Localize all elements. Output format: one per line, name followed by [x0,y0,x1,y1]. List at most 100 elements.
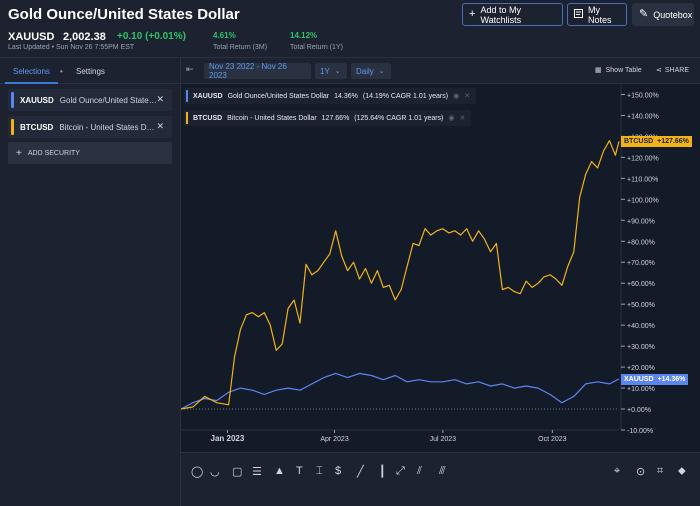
security-item-btcusd[interactable]: BTCUSD Bitcoin - United States Dollar ✕ [8,116,172,138]
legend-name: Bitcoin - United States Dollar [227,114,317,122]
cursor-tool-icon[interactable]: ⌶ [316,465,323,477]
x-tick-label: Jul 2023 [430,436,457,443]
pencil-icon: ✎ [639,8,649,20]
x-tick-label: Apr 2023 [320,436,349,443]
crop-icon[interactable]: ⌗ [657,465,664,477]
sidebar: Selections • Settings XAUUSD Gold Ounce/… [0,58,181,506]
legend-cagr: (14.19% CAGR 1.01 years) [362,92,449,100]
series-color-swatch [11,92,14,108]
current-price: 2,002.38 [63,31,106,43]
quotebox-label: Quotebox [653,9,693,20]
share-icon: ⋖ [656,67,662,74]
crosshair-icon[interactable]: ⌖ [614,465,621,477]
legend-cagr: (125.64% CAGR 1.01 years) [354,114,444,122]
y-tick-label: +0.00% [627,407,651,414]
remove-security-icon[interactable]: ✕ [156,121,164,131]
share-label: SHARE [664,66,689,74]
parallel-channel-tool-icon[interactable]: ⫻ [439,465,446,477]
quotebox-button[interactable]: ✎ Quotebox [632,3,694,26]
chevron-down-icon: ⌄ [378,68,385,75]
legend-name: Gold Ounce/United States Dollar [227,92,330,100]
x-tick-label: Jan 2023 [211,434,245,443]
y-tick-label: +80.00% [627,239,655,246]
notes-label: My Notes [588,4,612,25]
close-icon[interactable]: ✕ [459,115,466,122]
security-name: Bitcoin - United States Dollar [59,122,158,132]
magnet-icon[interactable]: ⊙ [636,466,646,478]
tab-settings[interactable]: Settings [76,67,105,76]
legend-row-btcusd[interactable]: BTCUSD Bitcoin - United States Dollar 12… [184,110,472,126]
performance-chart[interactable]: +150.00%+140.00%+130.00%+120.00%+110.00%… [181,84,700,452]
y-tick-label: +30.00% [627,344,655,351]
arrow-tool-icon[interactable]: ▲ [274,465,285,477]
legend-row-xauusd[interactable]: XAUUSD Gold Ounce/United States Dollar 1… [184,88,477,104]
tab-separator: • [60,67,63,76]
legend-return: 14.36% [334,92,358,100]
series-line-btcusd [181,139,620,410]
rectangle-tool-icon[interactable]: ▢ [232,466,243,478]
price-change: +0.10 (+0.01%) [117,31,186,42]
interval-label: Daily [356,66,374,76]
tab-selections[interactable]: Selections [5,67,58,84]
badge-symbol: XAUUSD [624,375,654,383]
badge-symbol: BTCUSD [624,138,654,146]
interval-dropdown[interactable]: Daily ⌄ [351,63,391,79]
return-3m-label: Total Return (3M) [213,44,268,51]
drawing-toolbar: ◯ ◡ ▢ ☰ ▲ T ⌶ $ ╱ ┃ ⤢ ⫽ ⫻ ⌖ ⊙ ⌗ ⬥ [181,452,700,506]
line-tool-icon[interactable]: ╱ [357,466,364,478]
plus-icon: + [16,147,22,159]
share-button[interactable]: ⋖ SHARE [656,66,689,75]
circle-tool-icon[interactable]: ◯ [191,466,204,478]
collapse-sidebar-icon[interactable]: ⇤ [186,64,194,74]
y-tick-label: +50.00% [627,302,655,309]
chevron-down-icon: ⌄ [334,68,341,75]
y-tick-label: +110.00% [627,176,658,183]
header: Gold Ounce/United States Dollar XAUUSD 2… [0,0,700,58]
y-tick-label: +120.00% [627,155,659,162]
table-icon: ▦ [595,67,602,74]
date-range-button[interactable]: Nov 23 2022 - Nov 26 2023 [204,62,311,80]
y-tick-label: +150.00% [627,92,659,99]
ticker-symbol: XAUUSD [8,31,55,43]
y-tick-label: +140.00% [627,113,659,120]
return-1y-value: 14.12% [290,31,318,40]
parallel-tool-icon[interactable]: ⫽ [417,465,422,477]
text-tool-icon[interactable]: T [296,465,303,477]
add-to-watchlist-button[interactable]: + Add to My Watchlists [462,3,563,26]
y-tick-label: +90.00% [627,218,655,225]
notes-icon [574,8,583,21]
arc-tool-icon[interactable]: ◡ [210,466,220,478]
eye-icon[interactable]: ◉ [448,115,455,122]
legend-symbol: XAUUSD [193,92,223,100]
period-label: 1Y [320,66,330,76]
security-symbol: BTCUSD [20,122,54,132]
legend-symbol: BTCUSD [193,114,223,122]
security-item-xauusd[interactable]: XAUUSD Gold Ounce/United States Dollar ✕ [8,89,172,111]
period-dropdown[interactable]: 1Y ⌄ [315,63,347,79]
y-tick-label: +70.00% [627,260,655,267]
date-range-label: Nov 23 2022 - Nov 26 2023 [209,62,287,80]
series-color-swatch [11,119,14,135]
series-color-swatch [186,112,188,124]
show-table-button[interactable]: ▦ Show Table [595,66,642,75]
y-tick-label: +40.00% [627,323,655,330]
add-security-button[interactable]: + ADD SECURITY [8,142,172,164]
close-icon[interactable]: ✕ [464,93,471,100]
money-tool-icon[interactable]: $ [335,465,342,477]
last-updated: Last Updated • Sun Nov 26 7:55PM EST [8,44,135,51]
my-notes-button[interactable]: My Notes [567,3,627,26]
page-title: Gold Ounce/United States Dollar [8,6,240,23]
y-tick-label: +100.00% [627,197,659,204]
return-1y-label: Total Return (1Y) [290,44,343,51]
fib-tool-icon[interactable]: ☰ [252,466,262,478]
series-color-swatch [186,90,188,102]
vertical-line-tool-icon[interactable]: ┃ [379,466,386,478]
btc-value-badge: BTCUSD +127.66% [621,136,692,148]
tag-icon[interactable]: ⬥ [678,465,686,477]
remove-security-icon[interactable]: ✕ [156,94,164,104]
eye-icon[interactable]: ◉ [453,93,460,100]
ray-tool-icon[interactable]: ⤢ [396,465,405,477]
plus-icon: + [469,8,476,20]
security-symbol: XAUUSD [20,95,54,105]
